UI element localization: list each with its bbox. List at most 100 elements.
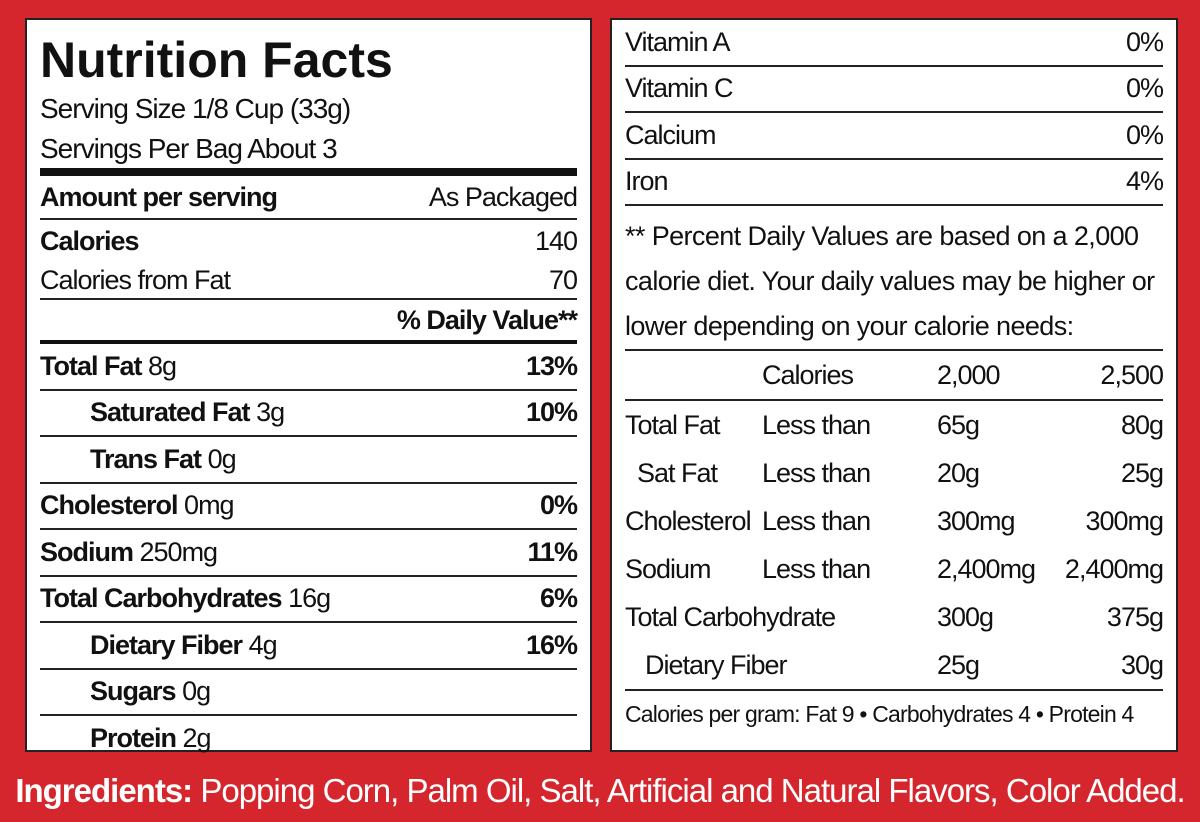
table-corner (625, 351, 762, 401)
nutrient-name: Protein (90, 722, 177, 753)
nutrient-dv: 13% (525, 350, 578, 381)
vitamin-name: Vitamin C (625, 73, 734, 104)
nutrient-amount: 0g (182, 676, 211, 707)
nutrient-dv: 16% (525, 629, 578, 660)
nutrient-row: Trans Fat 0g (40, 437, 577, 484)
calories-label: Calories (40, 225, 140, 256)
nutrient-dv: 10% (525, 397, 578, 428)
table-header: 2,500 (1064, 351, 1164, 401)
vitamin-row: Vitamin A 0% (625, 20, 1164, 67)
nutrient-label: Total Carbohydrates 16g (40, 583, 331, 614)
table-cell: 30g (1064, 641, 1164, 691)
nutrient-label: Cholesterol 0mg (40, 490, 235, 521)
table-cell: Dietary Fiber (625, 641, 937, 691)
nutrient-row: Total Carbohydrates 16g 6% (40, 577, 578, 623)
table-cell: Total Carbohydrate (625, 602, 836, 632)
vitamin-row: Iron 4% (625, 160, 1164, 206)
vitamin-dv: 0% (1125, 73, 1164, 104)
nutrient-name: Trans Fat (90, 443, 202, 474)
nutrient-amount: 8g (148, 350, 177, 381)
nutrient-label: Sugars 0g (40, 676, 211, 707)
nutrient-label: Sodium 250mg (40, 536, 219, 568)
ingredients-label: Ingredients: (15, 772, 193, 809)
nutrient-dv: 6% (539, 583, 578, 614)
nutrient-row: Cholesterol 0mg 0% (40, 484, 578, 530)
nutrient-label: Saturated Fat 3g (40, 397, 285, 428)
ingredients: Ingredients: Popping Corn, Palm Oil, Sal… (0, 772, 1200, 810)
table-header: Calories (762, 351, 937, 401)
table-cell: Sat Fat (637, 458, 718, 488)
table-cell: Cholesterol (625, 506, 752, 536)
calories-fat-label: Calories from Fat (40, 264, 231, 295)
table-cell: Sodium (625, 554, 712, 584)
table-cell: Less than (762, 554, 871, 584)
table-cell: Less than (762, 506, 871, 536)
table-header: 2,000 (937, 351, 1065, 401)
nutrient-amount: 4g (248, 629, 278, 660)
vitamin-row: Vitamin C 0% (625, 67, 1164, 113)
nutrient-amount: 250mg (139, 536, 219, 567)
nutrient-label: Dietary Fiber 4g (40, 629, 278, 661)
footnote: ** Percent Daily Values are based on a 2… (625, 206, 1163, 351)
nutrient-row: Total Fat 8g 13% (40, 344, 578, 391)
ingredients-text: Popping Corn, Palm Oil, Salt, Artificial… (200, 772, 1185, 809)
nutrient-amount: 2g (182, 722, 212, 753)
table-cell: 300mg (937, 506, 1016, 536)
nutrient-amount: 0g (207, 443, 237, 474)
nutrient-row: Sugars 0g (40, 670, 577, 716)
nutrient-row: Saturated Fat 3g 10% (40, 391, 578, 437)
dv-header: % Daily Value** (396, 304, 578, 335)
nutrient-name: Cholesterol (40, 490, 179, 521)
nutrient-name: Dietary Fiber (90, 629, 243, 660)
table-cell: 300mg (1085, 506, 1164, 536)
nutrient-row: Sodium 250mg 11% (40, 530, 578, 577)
table-cell: 375g (1106, 602, 1164, 632)
nutrient-row: Dietary Fiber 4g 16% (40, 623, 578, 670)
nutrient-dv: 11% (527, 536, 578, 567)
vitamin-dv: 0% (1125, 26, 1164, 57)
nutrient-name: Saturated Fat (90, 397, 251, 428)
title: Nutrition Facts (40, 32, 393, 88)
table-cell: 20g (937, 458, 980, 488)
daily-values-panel: Vitamin A 0% Vitamin C 0% Calcium 0% Iron 4% **… (610, 18, 1178, 752)
nutrient-name: Sodium (40, 536, 134, 567)
nutrition-panel: Nutrition Facts Serving Size 1/8 Cup (33… (25, 18, 592, 753)
amount-header: Amount per serving (40, 181, 278, 212)
amount-row: Amount per serving As Packaged (40, 176, 578, 220)
table-cell: Total Fat (625, 410, 721, 440)
nutrient-label: Total Fat 8g (40, 350, 177, 382)
calories-fat-row: Calories from Fat 70 (40, 262, 578, 300)
nutrient-list: Total Fat 8g 13% Saturated Fat 3g 10% Trans … (40, 344, 578, 761)
table-cell: 25g (937, 641, 1065, 691)
dv-row: % Daily Value** (40, 300, 578, 344)
vitamin-name: Iron (625, 166, 669, 197)
serving-size: Serving Size 1/8 Cup (33g) (40, 93, 351, 124)
servings: Servings Per Bag About 3 (40, 130, 577, 176)
nutrient-dv: 0% (539, 490, 578, 521)
dv-table: Calories 2,000 2,500 Total Fat Less than… (625, 351, 1164, 691)
nutrient-name: Sugars (90, 676, 177, 707)
vitamin-dv: 4% (1125, 166, 1164, 197)
packaged-header: As Packaged (428, 181, 578, 212)
vitamin-row: Calcium 0% (625, 113, 1164, 160)
table-cell: 2,400mg (1064, 554, 1164, 584)
vitamin-name: Calcium (625, 119, 717, 150)
nutrient-amount: 16g (288, 583, 331, 614)
vitamin-name: Vitamin A (625, 26, 731, 57)
table-cell: 2,400mg (937, 554, 1036, 584)
nutrient-name: Total Carbohydrates (40, 583, 283, 614)
calories-value: 140 (534, 225, 578, 256)
nutrient-label: Trans Fat 0g (40, 443, 237, 475)
table-cell: Less than (762, 410, 871, 440)
table-cell: Less than (762, 458, 871, 488)
table-cell: 300g (937, 602, 994, 632)
table-cell: 80g (1120, 410, 1164, 440)
nutrient-name: Total Fat (40, 350, 142, 381)
vitamin-list: Vitamin A 0% Vitamin C 0% Calcium 0% Iron 4% (625, 20, 1164, 206)
nutrient-amount: 0mg (184, 490, 235, 521)
nutrient-amount: 3g (256, 397, 285, 428)
nutrient-row: Protein 2g (40, 716, 577, 761)
table-cell: 65g (937, 410, 980, 440)
table-cell: 25g (1120, 458, 1164, 488)
